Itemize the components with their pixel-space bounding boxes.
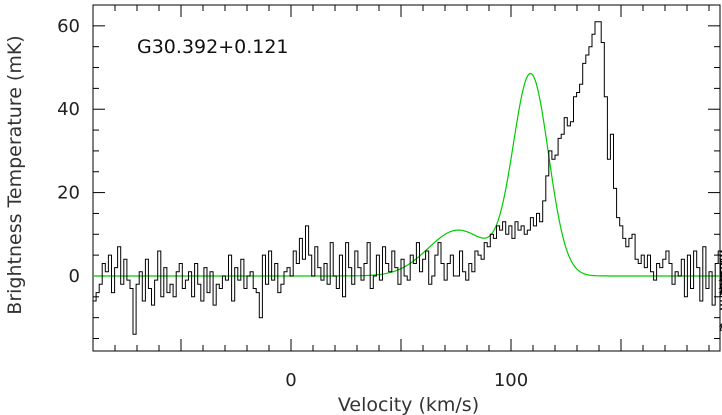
x-tick-label: 100 — [494, 370, 528, 391]
y-tick-label: 60 — [57, 16, 80, 37]
y-axis-title: Brightness Temperature (mK) — [4, 35, 26, 314]
x-axis-title: Velocity (km/s) — [338, 394, 479, 415]
series-group — [93, 21, 722, 335]
source-label: G30.392+0.121 — [137, 36, 289, 58]
y-tick-label: 40 — [57, 99, 80, 120]
plot-frame — [92, 4, 721, 352]
y-tick-label: 20 — [57, 183, 80, 204]
x-tick-label: 0 — [285, 370, 296, 391]
spectrum-step-line — [93, 21, 722, 335]
tick-labels: 0 100 0 20 40 60 — [57, 16, 528, 391]
y-tick-label: 0 — [69, 266, 80, 287]
tick-marks — [93, 4, 720, 351]
